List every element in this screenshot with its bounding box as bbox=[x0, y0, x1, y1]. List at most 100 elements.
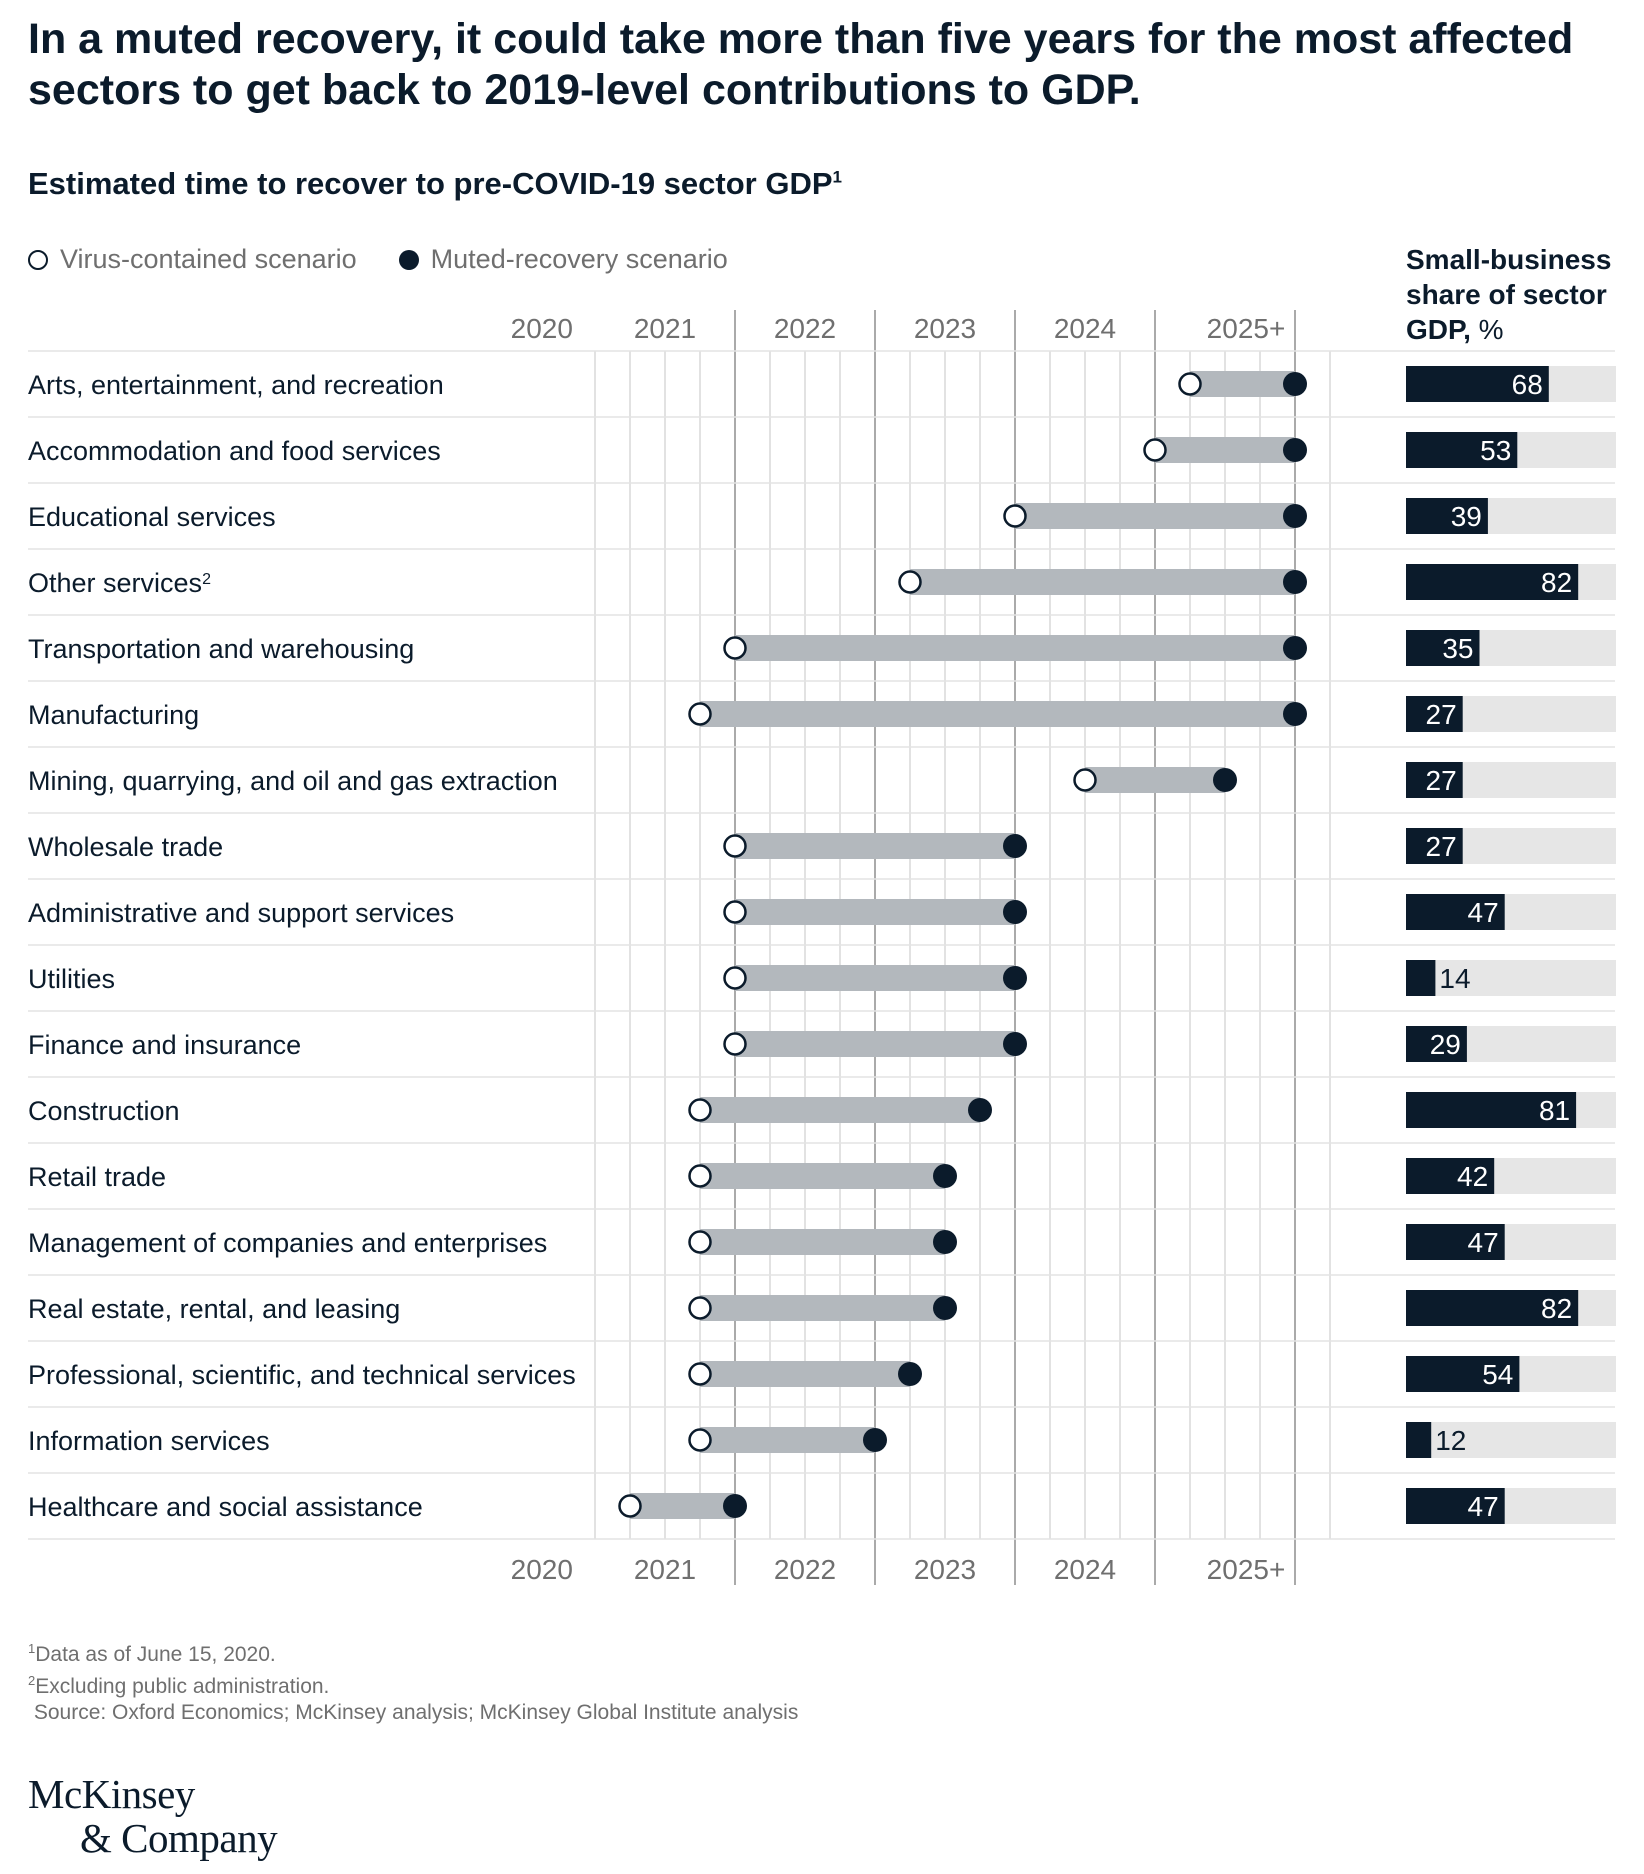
sector-label: Healthcare and social assistance bbox=[28, 1492, 423, 1522]
x-tick-label-bottom: 2020 bbox=[511, 1554, 573, 1585]
sb-share-value-label: 47 bbox=[1468, 1227, 1499, 1258]
muted-recovery-point bbox=[933, 1164, 957, 1188]
virus-contained-point bbox=[688, 702, 712, 726]
sb-share-value-label: 27 bbox=[1426, 765, 1457, 796]
sb-share-value-label: 35 bbox=[1442, 633, 1473, 664]
sb-share-value-label: 12 bbox=[1435, 1425, 1466, 1456]
footnote-1-text: Data as of June 15, 2020. bbox=[35, 1643, 276, 1666]
subtitle-text: Estimated time to recover to pre-COVID-1… bbox=[28, 166, 833, 201]
muted-recovery-point bbox=[1283, 372, 1307, 396]
muted-recovery-point bbox=[933, 1230, 957, 1254]
muted-recovery-point bbox=[863, 1428, 887, 1452]
chart-title: In a muted recovery, it could take more … bbox=[28, 15, 1574, 114]
sb-share-bar bbox=[1406, 1092, 1577, 1128]
sb-header-line3: GDP, bbox=[1406, 314, 1471, 345]
sb-share-bar bbox=[1406, 762, 1463, 798]
x-tick-label-top: 2021 bbox=[634, 313, 696, 344]
x-tick-label-bottom: 2024 bbox=[1054, 1554, 1116, 1585]
muted-recovery-point bbox=[1283, 702, 1307, 726]
sb-share-value-label: 14 bbox=[1439, 963, 1470, 994]
small-business-header: Small-business share of sector GDP, % bbox=[1406, 242, 1611, 347]
virus-contained-point bbox=[723, 900, 747, 924]
sector-label: Information services bbox=[28, 1426, 270, 1456]
footnote-2: 2Excluding public administration. bbox=[28, 1668, 798, 1700]
virus-contained-point bbox=[723, 834, 747, 858]
virus-contained-point bbox=[1003, 504, 1027, 528]
muted-recovery-point bbox=[1283, 636, 1307, 660]
filled-circle-icon bbox=[398, 249, 419, 270]
sb-share-bar bbox=[1406, 630, 1480, 666]
sector-label: Real estate, rental, and leasing bbox=[28, 1294, 400, 1324]
footnote-1: 1Data as of June 15, 2020. bbox=[28, 1636, 798, 1668]
virus-contained-point bbox=[898, 570, 922, 594]
x-tick-label-top: 2025+ bbox=[1207, 313, 1286, 344]
logo-line2: & Company bbox=[80, 1815, 278, 1861]
sector-label: Educational services bbox=[28, 502, 276, 532]
sb-share-bar bbox=[1406, 432, 1518, 468]
sb-share-value-label: 27 bbox=[1426, 831, 1457, 862]
sb-share-bar bbox=[1406, 1026, 1467, 1062]
muted-recovery-point bbox=[1283, 570, 1307, 594]
x-tick-label-bottom: 2023 bbox=[914, 1554, 976, 1585]
x-tick-label-bottom: 2025+ bbox=[1207, 1554, 1286, 1585]
sb-share-bar bbox=[1406, 564, 1579, 600]
sb-share-bar bbox=[1406, 366, 1549, 402]
sector-label: Utilities bbox=[28, 964, 115, 994]
sector-label: Management of companies and enterprises bbox=[28, 1228, 547, 1258]
muted-recovery-point bbox=[1003, 1032, 1027, 1056]
muted-recovery-point bbox=[1283, 438, 1307, 462]
sb-header-line1: Small-business bbox=[1406, 244, 1612, 275]
footnote-1-mark: 1 bbox=[28, 1641, 36, 1656]
sb-share-bar bbox=[1406, 828, 1463, 864]
sb-share-track bbox=[1406, 960, 1616, 996]
muted-recovery-point bbox=[968, 1098, 992, 1122]
muted-recovery-point bbox=[898, 1362, 922, 1386]
sb-share-value-label: 53 bbox=[1480, 435, 1511, 466]
legend-item-muted-recovery: Muted-recovery scenario bbox=[398, 244, 728, 275]
virus-contained-point bbox=[723, 1032, 747, 1056]
subtitle-footnote-mark: 1 bbox=[832, 167, 842, 187]
sector-label: Manufacturing bbox=[28, 700, 199, 730]
sb-share-bar bbox=[1406, 894, 1505, 930]
sb-share-bar bbox=[1406, 1422, 1432, 1458]
open-circle-icon bbox=[28, 249, 48, 270]
sb-header-unit: % bbox=[1470, 314, 1504, 345]
sb-share-bar bbox=[1406, 1224, 1505, 1260]
x-tick-label-top: 2023 bbox=[914, 313, 976, 344]
sector-label-footnote-mark: 2 bbox=[202, 571, 211, 588]
sector-label: Accommodation and food services bbox=[28, 436, 441, 466]
sb-share-value-label: 27 bbox=[1426, 699, 1457, 730]
source-note: Source: Oxford Economics; McKinsey analy… bbox=[28, 1700, 798, 1726]
mckinsey-logo: McKinsey & Company bbox=[28, 1771, 278, 1861]
muted-recovery-point bbox=[933, 1296, 957, 1320]
legend-label-virus-contained: Virus-contained scenario bbox=[60, 244, 357, 274]
sb-share-value-label: 42 bbox=[1457, 1161, 1488, 1192]
sb-share-track bbox=[1406, 1422, 1616, 1458]
muted-recovery-point bbox=[1003, 834, 1027, 858]
virus-contained-point bbox=[688, 1362, 712, 1386]
x-tick-label-top: 2020 bbox=[511, 313, 573, 344]
footnotes: 1Data as of June 15, 2020. 2Excluding pu… bbox=[28, 1636, 798, 1726]
legend: Virus-contained scenario Muted-recovery … bbox=[28, 244, 770, 275]
sector-label: Arts, entertainment, and recreation bbox=[28, 370, 444, 400]
sector-label: Retail trade bbox=[28, 1162, 166, 1192]
logo-line1: McKinsey bbox=[28, 1771, 195, 1817]
footnote-2-text: Excluding public administration. bbox=[35, 1675, 330, 1698]
sb-share-value-label: 39 bbox=[1451, 501, 1482, 532]
sector-label: Other services2 bbox=[28, 568, 211, 598]
sb-header-line2: share of sector bbox=[1406, 279, 1607, 310]
virus-contained-point bbox=[1073, 768, 1097, 792]
sb-share-bar bbox=[1406, 960, 1436, 996]
dumbbell-chart: 2020 2020 2021 2021 2022 2022 2023 2023 2024 2024… bbox=[28, 310, 1616, 1585]
sb-share-value-label: 54 bbox=[1482, 1359, 1513, 1390]
muted-recovery-point bbox=[1003, 900, 1027, 924]
sb-share-bar bbox=[1406, 498, 1488, 534]
x-tick-label-bottom: 2021 bbox=[634, 1554, 696, 1585]
sector-label: Administrative and support services bbox=[28, 898, 454, 928]
virus-contained-point bbox=[723, 636, 747, 660]
sb-share-bar bbox=[1406, 1158, 1495, 1194]
sector-label: Finance and insurance bbox=[28, 1030, 301, 1060]
virus-contained-point bbox=[618, 1494, 642, 1518]
sector-label: Mining, quarrying, and oil and gas extra… bbox=[28, 766, 558, 796]
sb-share-bar bbox=[1406, 696, 1463, 732]
